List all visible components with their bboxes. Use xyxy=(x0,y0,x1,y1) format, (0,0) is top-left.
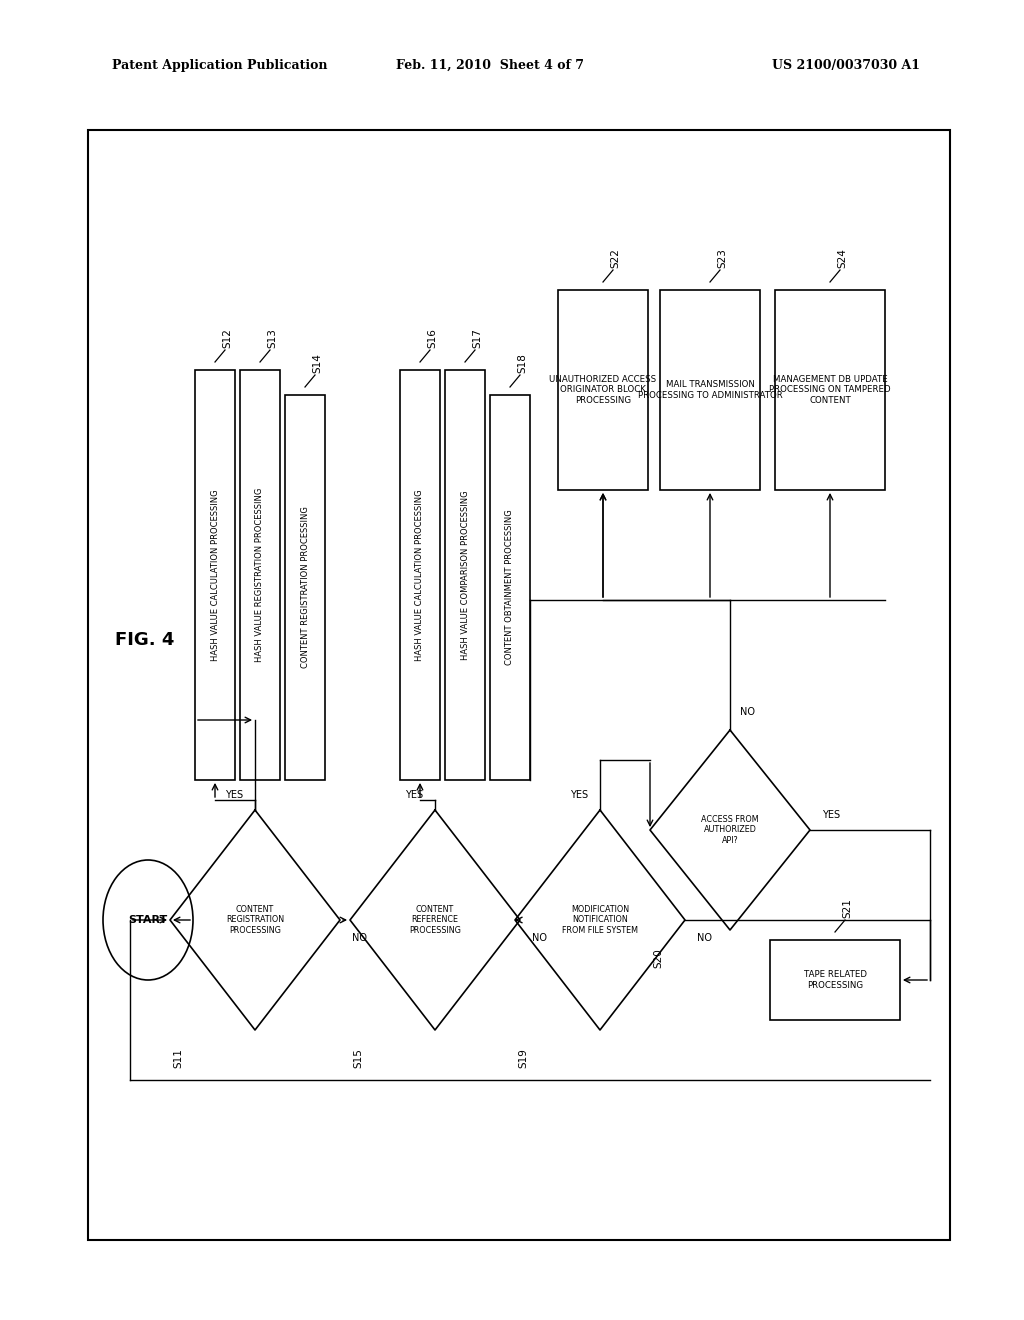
Text: YES: YES xyxy=(822,810,840,820)
Text: S22: S22 xyxy=(610,248,620,268)
Text: START: START xyxy=(128,915,168,925)
Text: HASH VALUE COMPARISON PROCESSING: HASH VALUE COMPARISON PROCESSING xyxy=(461,490,469,660)
Text: Patent Application Publication: Patent Application Publication xyxy=(112,58,328,71)
FancyBboxPatch shape xyxy=(775,290,885,490)
FancyBboxPatch shape xyxy=(400,370,440,780)
Text: YES: YES xyxy=(225,789,243,800)
Text: S18: S18 xyxy=(517,354,527,374)
Text: S24: S24 xyxy=(837,248,847,268)
Text: S12: S12 xyxy=(222,329,232,348)
Text: US 2100/0037030 A1: US 2100/0037030 A1 xyxy=(772,58,920,71)
Text: S11: S11 xyxy=(173,1048,183,1068)
Text: S16: S16 xyxy=(427,329,437,348)
Text: ACCESS FROM
AUTHORIZED
API?: ACCESS FROM AUTHORIZED API? xyxy=(701,814,759,845)
Text: CONTENT OBTAINMENT PROCESSING: CONTENT OBTAINMENT PROCESSING xyxy=(506,510,514,665)
FancyBboxPatch shape xyxy=(285,395,325,780)
Text: MANAGEMENT DB UPDATE
PROCESSING ON TAMPERED
CONTENT: MANAGEMENT DB UPDATE PROCESSING ON TAMPE… xyxy=(769,375,891,405)
Text: S20: S20 xyxy=(653,948,663,968)
Text: FIG. 4: FIG. 4 xyxy=(115,631,174,649)
Text: NO: NO xyxy=(697,933,712,942)
Text: S23: S23 xyxy=(717,248,727,268)
Text: S21: S21 xyxy=(842,898,852,917)
Ellipse shape xyxy=(103,861,193,979)
Text: MAIL TRANSMISSION
PROCESSING TO ADMINISTRATOR: MAIL TRANSMISSION PROCESSING TO ADMINIST… xyxy=(638,380,782,400)
Text: NO: NO xyxy=(532,933,547,942)
Text: S13: S13 xyxy=(267,329,278,348)
FancyBboxPatch shape xyxy=(770,940,900,1020)
Text: NO: NO xyxy=(352,933,367,942)
Text: CONTENT
REGISTRATION
PROCESSING: CONTENT REGISTRATION PROCESSING xyxy=(226,906,284,935)
FancyBboxPatch shape xyxy=(490,395,530,780)
Text: MODIFICATION
NOTIFICATION
FROM FILE SYSTEM: MODIFICATION NOTIFICATION FROM FILE SYST… xyxy=(562,906,638,935)
Text: TAPE RELATED
PROCESSING: TAPE RELATED PROCESSING xyxy=(804,970,866,990)
Text: HASH VALUE REGISTRATION PROCESSING: HASH VALUE REGISTRATION PROCESSING xyxy=(256,488,264,663)
Text: UNAUTHORIZED ACCESS
ORIGINATOR BLOCK
PROCESSING: UNAUTHORIZED ACCESS ORIGINATOR BLOCK PRO… xyxy=(550,375,656,405)
FancyBboxPatch shape xyxy=(445,370,485,780)
Text: HASH VALUE CALCULATION PROCESSING: HASH VALUE CALCULATION PROCESSING xyxy=(416,490,425,661)
Text: CONTENT
REFERENCE
PROCESSING: CONTENT REFERENCE PROCESSING xyxy=(409,906,461,935)
Text: CONTENT REGISTRATION PROCESSING: CONTENT REGISTRATION PROCESSING xyxy=(300,507,309,668)
Text: NO: NO xyxy=(740,708,755,717)
Text: S14: S14 xyxy=(312,354,322,374)
FancyBboxPatch shape xyxy=(195,370,234,780)
FancyBboxPatch shape xyxy=(660,290,760,490)
Text: S15: S15 xyxy=(353,1048,362,1068)
FancyBboxPatch shape xyxy=(558,290,648,490)
Text: Feb. 11, 2010  Sheet 4 of 7: Feb. 11, 2010 Sheet 4 of 7 xyxy=(396,58,584,71)
FancyBboxPatch shape xyxy=(240,370,280,780)
Text: S19: S19 xyxy=(518,1048,528,1068)
Text: YES: YES xyxy=(570,789,588,800)
FancyBboxPatch shape xyxy=(88,129,950,1239)
Text: HASH VALUE CALCULATION PROCESSING: HASH VALUE CALCULATION PROCESSING xyxy=(211,490,219,661)
Text: S17: S17 xyxy=(472,329,482,348)
Text: YES: YES xyxy=(404,789,423,800)
